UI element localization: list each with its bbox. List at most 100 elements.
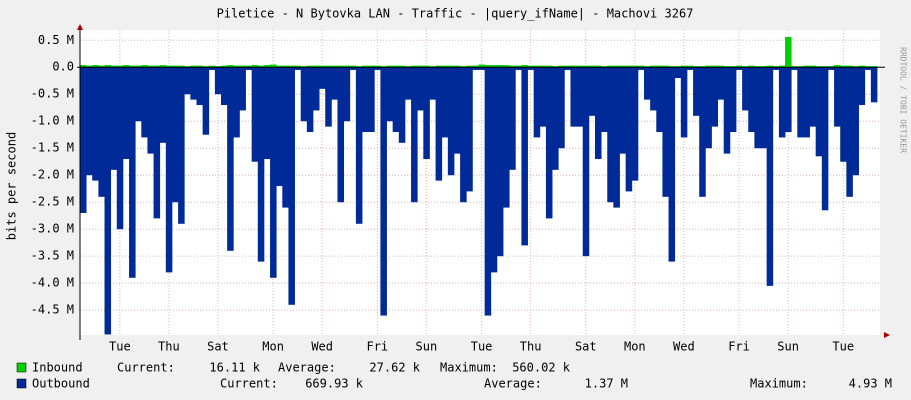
area-segment (576, 67, 584, 127)
area-segment (196, 65, 204, 68)
area-segment (294, 67, 302, 70)
area-segment (858, 67, 866, 106)
area-segment (846, 67, 853, 197)
area-segment (668, 66, 676, 68)
area-segment (411, 65, 418, 68)
y-tick-label: -2.5 M (31, 195, 74, 209)
area-segment (257, 67, 265, 262)
area-segment (870, 66, 878, 68)
area-segment (429, 67, 436, 100)
x-tick-label: Sat (207, 340, 229, 354)
area-segment (496, 67, 504, 257)
area-segment (686, 65, 694, 68)
area-segment (748, 65, 755, 68)
area-segment (129, 65, 136, 68)
area-segment (576, 65, 584, 68)
area-segment (509, 65, 516, 68)
area-segment (435, 67, 443, 181)
area-segment (650, 65, 657, 68)
area-segment (190, 67, 197, 100)
area-segment (601, 67, 608, 133)
area-segment (86, 67, 93, 176)
area-segment (533, 65, 541, 68)
area-segment (742, 66, 749, 68)
area-segment (766, 67, 774, 286)
area-segment (282, 65, 289, 68)
area-segment (251, 65, 259, 68)
area-segment (98, 65, 105, 68)
legend-stat-value: 669.93 k (305, 377, 364, 391)
area-segment (251, 67, 259, 162)
area-segment (245, 67, 253, 70)
area-segment (748, 67, 755, 133)
area-segment (319, 67, 326, 89)
area-segment (527, 67, 535, 70)
area-segment (98, 67, 105, 197)
area-segment (545, 67, 553, 219)
legend-stat-label: Average: (278, 361, 336, 375)
area-segment (386, 65, 394, 68)
area-segment (478, 67, 486, 70)
area-segment (637, 65, 645, 68)
area-segment (613, 67, 620, 208)
area-segment (496, 65, 504, 68)
area-segment (147, 67, 154, 154)
area-segment (711, 65, 718, 68)
y-axis-arrow (77, 24, 83, 30)
area-segment (92, 65, 99, 68)
legend-stat-value: 27.62 k (369, 361, 420, 375)
area-segment (129, 67, 136, 278)
area-segment (864, 67, 872, 70)
area-segment (503, 65, 510, 68)
area-segment (686, 67, 694, 70)
area-segment (325, 67, 332, 127)
legend-swatch (16, 362, 27, 373)
area-segment (527, 65, 535, 68)
area-segment (270, 67, 277, 278)
area-segment (490, 67, 498, 273)
area-segment (846, 65, 853, 68)
area-segment (110, 67, 118, 170)
area-segment (674, 66, 682, 68)
area-segment (619, 67, 627, 154)
legend-stat-value: 1.37 M (585, 377, 628, 391)
area-segment (772, 66, 780, 68)
area-segment (184, 67, 191, 95)
y-tick-label: -4.5 M (31, 303, 74, 317)
area-segment (374, 65, 381, 68)
area-segment (815, 66, 823, 68)
area-segment (171, 65, 179, 68)
area-segment (539, 67, 547, 127)
legend-label: Outbound (32, 377, 90, 391)
area-segment (135, 65, 142, 68)
area-segment (349, 67, 357, 70)
area-segment (221, 67, 228, 106)
area-segment (288, 65, 295, 68)
area-segment (159, 67, 167, 143)
area-segment (276, 67, 283, 187)
area-segment (411, 67, 418, 203)
area-segment (693, 66, 700, 68)
x-tick-label: Wed (673, 340, 695, 354)
area-segment (263, 65, 271, 68)
area-segment (735, 67, 743, 70)
area-segment (625, 65, 633, 68)
area-segment (80, 65, 87, 68)
area-segment (447, 65, 455, 68)
area-segment (821, 66, 829, 68)
legend-stat-label: Maximum: (440, 361, 498, 375)
area-segment (637, 67, 645, 70)
area-segment (423, 67, 430, 160)
area-segment (601, 66, 608, 68)
legend-stat-label: Average: (484, 377, 542, 391)
area-segment (797, 67, 804, 138)
area-segment (233, 67, 240, 138)
area-segment (392, 65, 400, 68)
area-segment (208, 67, 216, 70)
area-segment (288, 67, 295, 305)
area-segment (785, 37, 792, 68)
area-segment (809, 65, 817, 68)
area-segment (631, 67, 639, 181)
area-segment (613, 65, 620, 68)
area-segment (858, 65, 866, 68)
